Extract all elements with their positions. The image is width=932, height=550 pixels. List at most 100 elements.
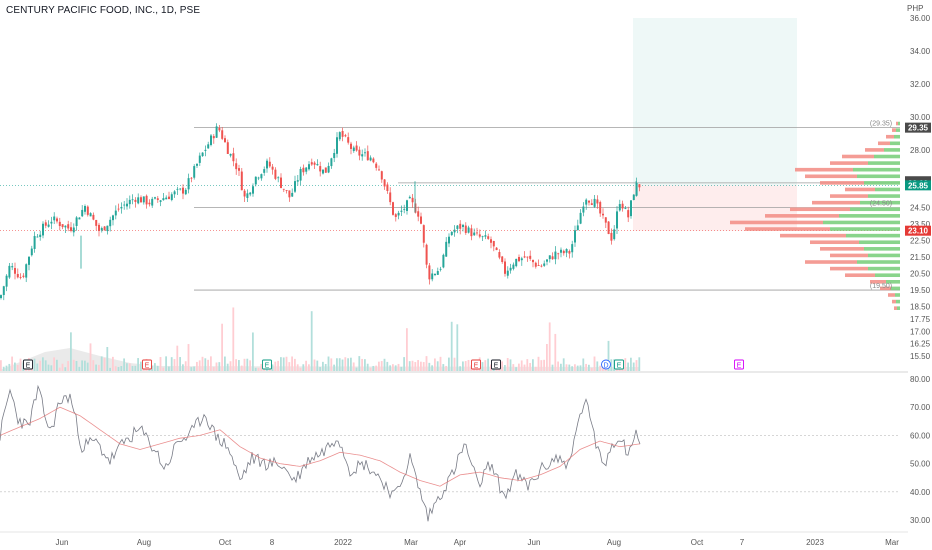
volume-bar (523, 364, 526, 371)
volume-bar (103, 357, 106, 371)
volume-profile-bar-sell (830, 253, 868, 258)
candle-body (627, 210, 630, 218)
candle-body (532, 260, 534, 263)
volume-bar (518, 363, 520, 371)
volume-bar (240, 365, 243, 371)
volume-bar (75, 360, 78, 371)
volume-bar (44, 360, 47, 371)
candle-body (215, 126, 218, 138)
volume-bar (5, 365, 8, 371)
candle-body (406, 200, 408, 212)
event-marker-label: E (617, 363, 622, 370)
volume-profile-bar-sell (894, 306, 897, 310)
candle-body (173, 191, 176, 195)
candle-body (243, 190, 246, 197)
volume-bar (123, 358, 125, 371)
candle-body (378, 169, 380, 171)
candle-body (126, 203, 128, 207)
volume-bar (114, 366, 117, 371)
volume-profile-bar-sell (810, 240, 859, 245)
volume-bar (448, 357, 450, 371)
volume-bar (232, 307, 235, 371)
event-marker (601, 359, 611, 370)
price-tick-label: 24.50 (910, 204, 931, 213)
volume-bar (156, 365, 159, 371)
volume-bar (207, 359, 209, 371)
candle-body (492, 240, 495, 247)
volume-bar (582, 358, 585, 371)
volume-bar (338, 358, 341, 371)
volume-bar (459, 366, 461, 371)
volume-profile-bar-sell (892, 299, 896, 304)
volume-bar (352, 362, 355, 371)
candle-body (22, 275, 25, 277)
volume-bar (568, 364, 571, 371)
event-marker (262, 359, 272, 370)
volume-bar (2, 366, 5, 371)
volume-bar (271, 364, 274, 371)
volume-bar (98, 364, 100, 371)
volume-bar (456, 324, 459, 371)
volume-bar (467, 359, 470, 371)
event-marker (471, 359, 481, 370)
volume-bar (627, 362, 629, 371)
candle-body (274, 169, 277, 179)
candle-body (638, 184, 641, 188)
volume-bar (100, 356, 103, 371)
candle-body (285, 190, 288, 191)
candle-body (632, 194, 635, 200)
volume-bar (607, 340, 610, 371)
volume-profile-bar-sell (795, 167, 853, 172)
volume-profile-bar-sell (805, 174, 857, 179)
candle-body (504, 261, 506, 274)
volume-bar (330, 358, 333, 371)
volume-bar (201, 356, 204, 371)
candle-body (221, 130, 224, 139)
event-marker (23, 359, 33, 370)
volume-bar (397, 363, 400, 371)
price-tick-label: 30.00 (910, 113, 931, 122)
candle-body (408, 196, 411, 199)
candle-body (151, 198, 154, 206)
volume-bar (229, 361, 232, 371)
volume-bar (151, 365, 153, 371)
candle-body (400, 210, 403, 212)
volume-profile-bar-buy (895, 293, 900, 297)
volume-bar (218, 362, 221, 371)
candle-body (383, 179, 386, 187)
volume-bar (165, 356, 167, 371)
candle-body (439, 268, 442, 270)
candle-body (218, 127, 221, 131)
candle-body (78, 217, 81, 220)
volume-bar (344, 357, 347, 371)
candle-body (593, 198, 596, 207)
volume-profile-bar-sell (880, 286, 891, 291)
event-marker (142, 359, 152, 370)
candle-body (380, 171, 383, 180)
volume-bar (596, 361, 599, 371)
candle-body (467, 227, 470, 233)
volume-bar (408, 361, 411, 371)
candle-body (70, 227, 72, 231)
candle-body (207, 144, 210, 149)
candle-body (417, 211, 420, 217)
candle-body (5, 275, 8, 287)
candle-body (361, 154, 364, 157)
price-tick-label: 17.00 (910, 327, 931, 336)
volume-bar (406, 328, 408, 371)
time-tick-label: Jun (528, 538, 541, 547)
candle-body (518, 256, 520, 262)
event-marker-label: E (26, 363, 31, 370)
rsi-line (0, 384, 641, 522)
time-tick-label: Aug (607, 538, 621, 547)
volume-bar (501, 361, 503, 371)
candle-body (257, 177, 260, 179)
volume-profile-bar-sell (896, 121, 898, 126)
volume-bar (546, 343, 548, 371)
candle-body (341, 131, 344, 137)
volume-bar (422, 362, 425, 371)
volume-bar (336, 358, 338, 371)
time-tick-label: Apr (454, 538, 467, 547)
candle-body (39, 234, 42, 237)
